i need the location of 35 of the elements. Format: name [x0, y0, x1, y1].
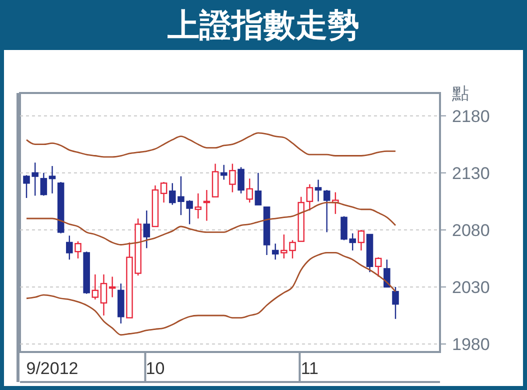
candlestick — [160, 181, 168, 204]
x-tick-label: 10 — [146, 359, 165, 378]
x-tick-label: 9/2012 — [26, 359, 78, 378]
candlestick — [74, 240, 82, 260]
candlestick — [306, 184, 314, 212]
candlestick — [92, 274, 99, 300]
y-tick-label: 2130 — [452, 164, 490, 183]
x-tick-label: 11 — [300, 359, 319, 378]
candlestick — [254, 172, 262, 206]
chart-title: 上證指數走勢 — [166, 7, 360, 43]
candlestick — [272, 243, 279, 260]
candlestick — [194, 192, 202, 220]
candlestick — [108, 276, 116, 298]
candlestick — [323, 189, 330, 233]
candlestick — [66, 235, 73, 260]
y-tick-label: 2030 — [452, 278, 490, 297]
candlestick — [48, 165, 56, 194]
candlestick — [238, 166, 244, 194]
candlestick — [143, 210, 150, 249]
candlestick — [358, 229, 365, 252]
y-tick-label: 1980 — [452, 334, 490, 354]
y-tick-label: 2080 — [452, 220, 490, 240]
candlestick — [314, 179, 322, 202]
y-axis-title: 點 — [451, 84, 469, 103]
candlestick — [229, 163, 236, 193]
candlestick — [374, 256, 382, 278]
candlestick — [246, 178, 254, 204]
candlestick — [203, 189, 210, 222]
candlestick — [220, 164, 228, 180]
line-series — [26, 132, 396, 158]
candlestick — [40, 172, 48, 196]
y-tick-label: 2180 — [452, 106, 490, 126]
candlestick — [384, 258, 390, 288]
candlestick — [392, 286, 399, 320]
candlestick — [100, 274, 108, 316]
